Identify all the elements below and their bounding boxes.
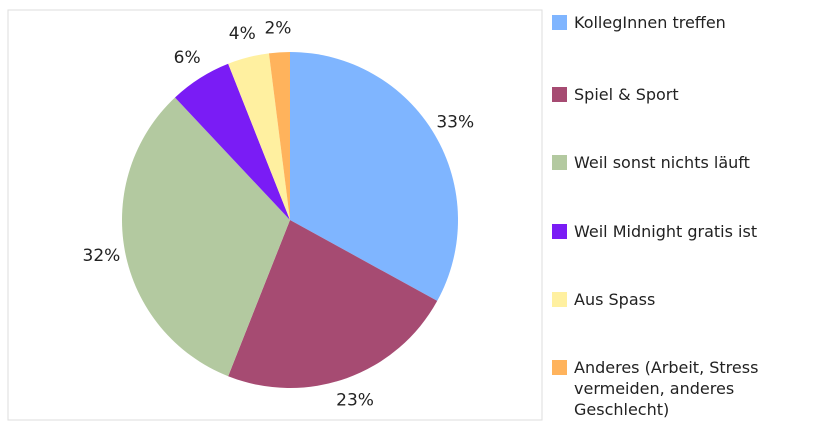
data-label: 6% (174, 48, 201, 68)
pie-slice (290, 52, 458, 301)
legend-swatch (552, 360, 567, 375)
legend-item: Spiel & Sport (552, 84, 810, 105)
legend-label: Spiel & Sport (574, 85, 679, 104)
data-label: 33% (436, 112, 474, 132)
legend-item: KollegInnen treffen (552, 12, 810, 33)
data-label: 4% (229, 24, 256, 44)
legend-label: KollegInnen treffen (574, 13, 726, 32)
legend-item: Anderes (Arbeit, Stress vermeiden, ander… (552, 357, 810, 420)
legend-swatch (552, 155, 567, 170)
data-label: 23% (336, 391, 374, 411)
data-label: 32% (83, 246, 121, 266)
legend-swatch (552, 87, 567, 102)
legend-label: Weil sonst nichts läuft (574, 153, 750, 172)
legend-label: Weil Midnight gratis ist (574, 222, 758, 241)
legend-item: Aus Spass (552, 289, 810, 310)
pie-slice (268, 52, 290, 220)
legend-swatch (552, 15, 567, 30)
pie-slice (228, 53, 290, 220)
data-label: 2% (264, 18, 291, 38)
legend-swatch (552, 292, 567, 307)
pie-slice (122, 97, 290, 377)
legend-label: Aus Spass (574, 290, 656, 309)
chart-frame (7, 9, 543, 421)
pie-slice (174, 63, 290, 221)
legend-item: Weil Midnight gratis ist (552, 221, 810, 242)
legend-label: Anderes (Arbeit, Stress vermeiden, ander… (574, 358, 759, 419)
pie-slice (228, 220, 438, 388)
legend-item: Weil sonst nichts läuft (552, 152, 810, 173)
legend-swatch (552, 224, 567, 239)
